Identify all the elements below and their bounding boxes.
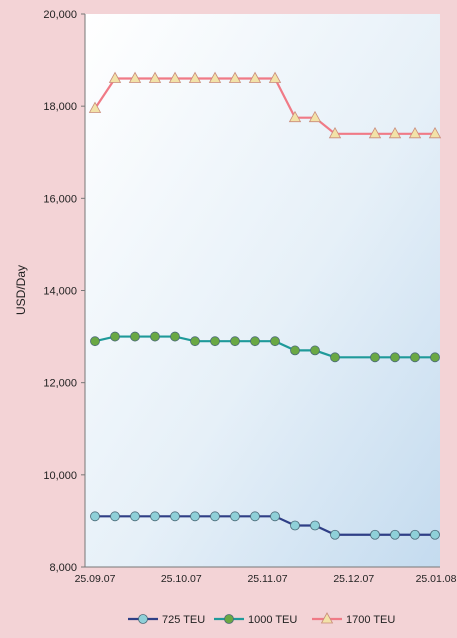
data-point: [108, 71, 122, 83]
y-tick-label: 18,000: [43, 101, 77, 113]
y-axis-label: USD/Day: [14, 265, 28, 315]
data-point: [330, 529, 340, 540]
legend-item: 1000 TEU: [214, 614, 297, 626]
y-axis: 8,000 10,000 12,000 14,000 16,000 18,000 20,00…: [43, 9, 86, 574]
y-tick-label: 20,000: [43, 9, 77, 21]
legend-item: 725 TEU: [128, 614, 205, 626]
x-tick-label: 25.11.07: [247, 573, 287, 585]
x-tick-label: 25.09.07: [75, 573, 116, 585]
y-tick-label: 12,000: [43, 378, 77, 390]
data-point: [228, 71, 242, 83]
data-point: [410, 529, 420, 540]
data-point: [110, 511, 120, 522]
legend-marker: [138, 614, 148, 624]
data-point: [430, 529, 440, 540]
data-point: [288, 110, 302, 123]
data-point: [88, 101, 102, 113]
data-point: [148, 71, 162, 83]
data-point: [270, 336, 280, 347]
data-point: [210, 511, 220, 522]
legend-item: 1700 TEU: [312, 612, 395, 626]
y-tick-label: 8,000: [49, 562, 77, 574]
data-point: [130, 511, 140, 522]
data-point: [390, 352, 400, 363]
data-point: [270, 511, 280, 522]
y-tick-label: 14,000: [43, 286, 77, 298]
data-point: [290, 345, 300, 356]
data-point: [390, 529, 400, 540]
legend-marker: [320, 612, 334, 624]
x-tick-label: 25.10.07: [161, 573, 202, 585]
data-point: [410, 352, 420, 363]
series-layer: [88, 71, 442, 540]
data-point: [230, 336, 240, 347]
legend-label: 1000 TEU: [248, 614, 297, 626]
data-point: [128, 71, 142, 83]
x-tick-label: 25.01.08: [416, 573, 457, 585]
data-point: [90, 336, 100, 347]
data-point: [250, 511, 260, 522]
data-point: [388, 126, 402, 139]
data-point: [168, 71, 182, 83]
data-point: [310, 520, 320, 531]
x-axis: 25.09.07 25.10.07 25.11.07 25.12.07 25.01.08: [75, 566, 457, 585]
data-point: [188, 71, 202, 83]
data-point: [430, 352, 440, 363]
plot-area: [85, 14, 440, 567]
data-point: [368, 126, 382, 139]
data-point: [170, 511, 180, 522]
data-point: [110, 331, 120, 342]
data-point: [210, 336, 220, 347]
legend-label: 725 TEU: [162, 614, 205, 626]
data-point: [370, 352, 380, 363]
y-tick-label: 16,000: [43, 193, 77, 205]
data-point: [170, 331, 180, 342]
x-tick-label: 25.12.07: [333, 573, 374, 585]
legend: 725 TEU 1000 TEU 1700 TEU: [128, 612, 395, 626]
data-point: [90, 511, 100, 522]
series-1700-teu: [88, 71, 442, 139]
data-point: [408, 126, 422, 139]
data-point: [190, 336, 200, 347]
data-point: [250, 336, 260, 347]
data-point: [310, 345, 320, 356]
data-point: [248, 71, 262, 83]
data-point: [150, 511, 160, 522]
series-725-teu: [90, 511, 440, 540]
legend-marker: [224, 614, 234, 624]
data-point: [190, 511, 200, 522]
legend-label: 1700 TEU: [346, 614, 395, 626]
data-point: [230, 511, 240, 522]
data-point: [268, 71, 282, 83]
data-point: [208, 71, 222, 83]
data-point: [328, 126, 342, 139]
data-point: [308, 110, 322, 123]
data-point: [290, 520, 300, 531]
y-tick-label: 10,000: [43, 470, 77, 482]
series-1000-teu: [90, 331, 440, 363]
data-point: [150, 331, 160, 342]
data-point: [130, 331, 140, 342]
data-point: [370, 529, 380, 540]
data-point: [330, 352, 340, 363]
data-point: [428, 126, 442, 139]
